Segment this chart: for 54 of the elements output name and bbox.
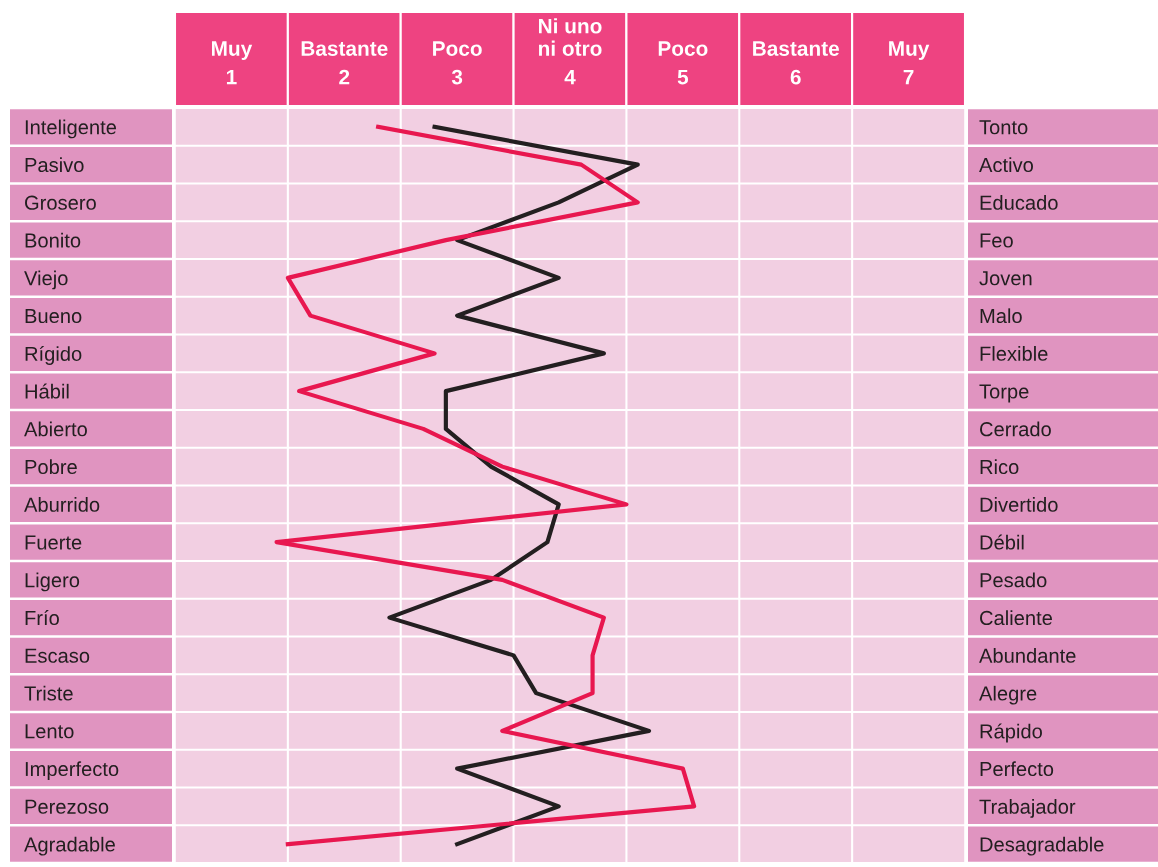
y2-tick-label: Perfecto: [980, 761, 1054, 777]
x-tick-label: 6: [790, 69, 801, 85]
y2-tick-label: Rico: [980, 459, 1019, 475]
y-tick-label: Aburrido: [24, 497, 100, 512]
text: Muy: [889, 41, 930, 60]
text: Muy: [211, 41, 253, 60]
y-tick-label: Triste: [24, 685, 73, 701]
x-tick-label: 5: [677, 69, 689, 85]
y2-tick-label: Pesado: [980, 572, 1047, 588]
y-tick-label: Frío: [25, 610, 59, 626]
y-tick-label: Pobre: [25, 459, 77, 475]
y-tick-label: Bueno: [25, 309, 82, 324]
y2-tick-label: Caliente: [980, 610, 1052, 626]
y2-tick-label: Desagradable: [980, 836, 1104, 856]
x-tick-label: 2: [339, 69, 350, 85]
y2-tick-label: Malo: [980, 308, 1022, 324]
x-tick-label: 7: [903, 69, 914, 85]
y2-tick-label: Débil: [980, 534, 1024, 550]
y-tick-label: Pasivo: [25, 157, 84, 173]
y2-tick-label: Torpe: [979, 384, 1029, 403]
y-tick-label: Abierto: [24, 421, 87, 437]
y-tick-label: Viejo: [24, 270, 68, 290]
text: Ni uno ni otro: [538, 18, 602, 56]
y2-tick-label: Cerrado: [980, 421, 1051, 437]
y2-tick-label: Flexible: [980, 346, 1048, 361]
x-tick-label: 1: [226, 69, 237, 85]
y-tick-label: Imperfecto: [25, 761, 119, 781]
y2-tick-label: Trabajador: [979, 799, 1076, 818]
y2-tick-label: Joven: [979, 271, 1032, 286]
y-tick-label: Escaso: [25, 648, 90, 663]
y2-tick-label: Feo: [980, 233, 1013, 248]
x-tick-label: 4: [564, 69, 576, 85]
y2-tick-label: Rápido: [980, 723, 1042, 743]
text: Bastante: [753, 41, 839, 56]
text: Poco: [433, 41, 482, 56]
y-tick-label: Hábil: [25, 383, 69, 399]
y2-tick-label: Divertido: [980, 497, 1058, 512]
y-tick-label: Ligero: [25, 572, 80, 592]
text: Bastante: [301, 41, 388, 56]
x-tick-label: 3: [451, 69, 463, 85]
text: Poco: [658, 41, 708, 56]
y-tick-label: Grosero: [25, 195, 96, 210]
y2-tick-label: Educado: [980, 195, 1058, 210]
y2-tick-label: Alegre: [979, 685, 1037, 705]
y-tick-label: Bonito: [25, 232, 81, 248]
y-tick-label: Rígido: [25, 345, 82, 365]
y-tick-label: Fuerte: [25, 535, 82, 550]
y2-tick-label: Abundante: [979, 648, 1076, 663]
y-tick-label: Perezoso: [25, 799, 109, 814]
y2-tick-label: Tonto: [979, 120, 1028, 135]
y-tick-label: Lento: [25, 724, 74, 739]
y-tick-label: Inteligente: [25, 119, 117, 139]
y-tick-label: Agradable: [24, 836, 115, 856]
y2-tick-label: Activo: [979, 157, 1033, 173]
